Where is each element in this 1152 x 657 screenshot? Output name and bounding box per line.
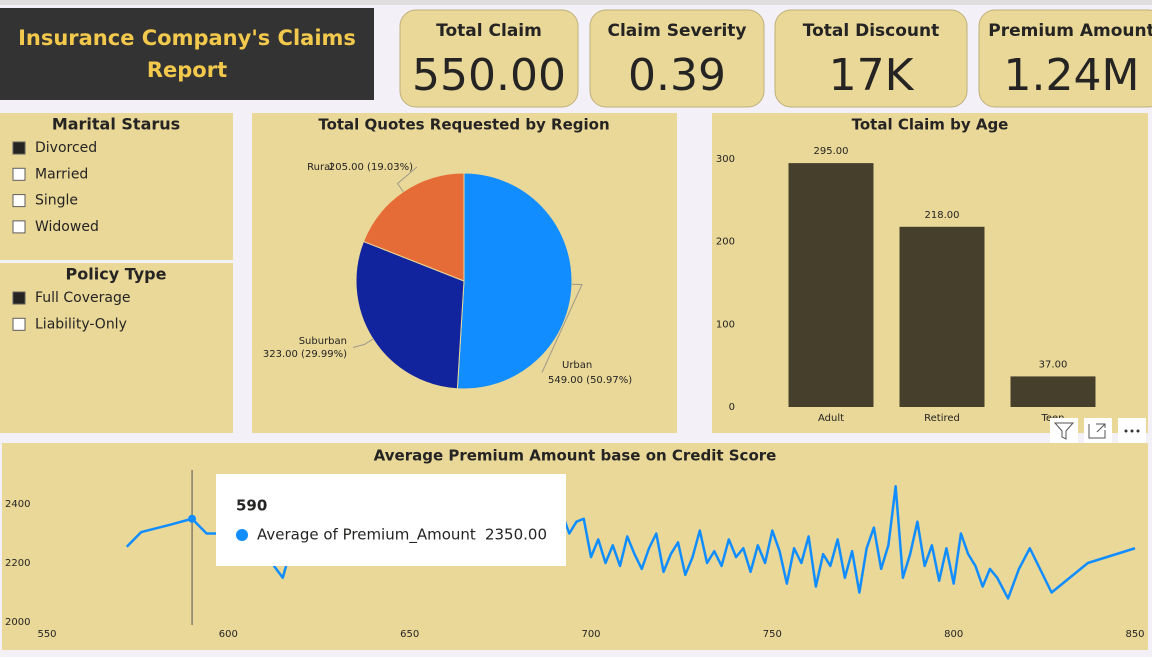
report-title: Insurance Company's Claims Report — [0, 8, 374, 100]
x-tick-label: Retired — [924, 413, 960, 424]
y-tick-label: 0 — [729, 402, 735, 413]
slicer-item[interactable]: Divorced — [35, 140, 97, 156]
checkbox[interactable] — [12, 317, 26, 331]
more-dot — [1124, 429, 1128, 433]
kpi-label: Claim Severity — [607, 21, 746, 41]
slicer-title: Marital Starus — [52, 115, 180, 134]
slicer-item[interactable]: Single — [35, 193, 78, 209]
checkbox[interactable] — [12, 167, 26, 181]
pie-category-label: Suburban — [299, 336, 347, 347]
kpi-value: 550.00 — [412, 50, 566, 101]
kpi-card — [774, 9, 968, 108]
y-tick-label: 200 — [716, 237, 735, 248]
kpi-label: Total Claim — [436, 21, 542, 41]
x-tick-label: 550 — [37, 629, 56, 640]
leader-line — [396, 166, 418, 193]
kpi-card — [589, 9, 765, 108]
pie-slice — [355, 240, 465, 390]
bar-value-label: 37.00 — [1039, 359, 1068, 370]
pie-value-label: 323.00 (29.99%) — [263, 349, 347, 360]
y-tick-label: 2200 — [5, 558, 30, 569]
checkbox[interactable] — [12, 194, 26, 208]
slicer-panel — [0, 113, 233, 260]
slicer-item[interactable]: Widowed — [35, 219, 99, 235]
y-tick-label: 2000 — [5, 617, 30, 628]
tooltip-value: 2350.00 — [485, 526, 547, 544]
kpi-card — [399, 9, 579, 108]
kpi-value: 0.39 — [628, 50, 726, 101]
leader-line — [352, 338, 374, 348]
ribbon-strip — [0, 0, 1152, 5]
chart-title: Average Premium Amount base on Credit Sc… — [374, 447, 777, 465]
chart-panel — [2, 443, 1148, 650]
chart-title: Total Quotes Requested by Region — [318, 116, 609, 134]
tooltip-swatch — [236, 529, 248, 541]
chart-title: Total Claim by Age — [852, 116, 1009, 134]
bar — [788, 163, 874, 407]
pie-slice — [362, 172, 465, 282]
kpi-value: 1.24M — [1004, 50, 1140, 101]
focus-glyph — [1088, 423, 1106, 439]
x-tick-label: 700 — [581, 629, 600, 640]
pie-value-label: 549.00 (50.97%) — [548, 375, 632, 386]
pie-category-label: Urban — [562, 360, 592, 371]
filter-icon[interactable] — [1050, 418, 1078, 443]
slicer-item[interactable]: Liability-Only — [35, 316, 127, 332]
x-tick-label: 650 — [400, 629, 419, 640]
bar — [1010, 376, 1096, 407]
pie-category-label: Rural — [307, 162, 333, 173]
slicer-title: Policy Type — [66, 265, 167, 284]
checkbox[interactable] — [12, 291, 26, 305]
tooltip — [216, 474, 566, 566]
slicer-item[interactable]: Married — [35, 166, 88, 182]
y-tick-label: 2400 — [5, 499, 30, 510]
leader-line — [541, 283, 583, 373]
more-dot — [1136, 429, 1140, 433]
bar — [899, 226, 985, 407]
y-tick-label: 300 — [716, 154, 735, 165]
tooltip-title: 590 — [236, 497, 267, 515]
slicer-panel — [0, 263, 233, 433]
pie-value-label: 205.00 (19.03%) — [329, 162, 413, 173]
x-tick-label: Adult — [818, 413, 844, 424]
x-tick-label: 850 — [1125, 629, 1144, 640]
checkbox[interactable] — [12, 220, 26, 234]
kpi-card — [978, 9, 1152, 108]
checkbox[interactable] — [12, 141, 26, 155]
slicer-item[interactable]: Full Coverage — [35, 290, 130, 306]
hover-point — [188, 514, 197, 523]
bar-value-label: 295.00 — [814, 146, 849, 157]
more-dot — [1130, 429, 1134, 433]
kpi-label: Total Discount — [803, 21, 940, 41]
y-tick-label: 100 — [716, 319, 735, 330]
x-tick-label: 600 — [219, 629, 238, 640]
kpi-label: Premium Amount — [988, 21, 1152, 41]
x-tick-label: 750 — [763, 629, 782, 640]
kpi-value: 17K — [829, 50, 915, 101]
filter-glyph — [1053, 422, 1075, 440]
tooltip-series-name: Average of Premium_Amount — [257, 526, 476, 545]
bar-value-label: 218.00 — [925, 210, 960, 221]
x-tick-label: 800 — [944, 629, 963, 640]
